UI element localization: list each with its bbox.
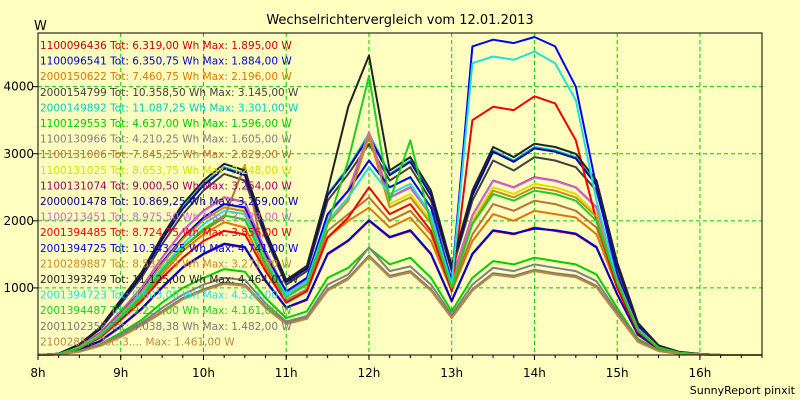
y-tick-label: 1000 [3, 281, 34, 295]
y-tick-label: 3000 [3, 147, 34, 161]
legend-entry-18: 2001394487 Tot: 9.221,00 Wh Max: 4.161,0… [40, 305, 292, 317]
legend-entry-19: 2001102358 Tot: 4.038,38 Wh Max: 1.482,0… [40, 321, 292, 333]
series-line-18 [37, 74, 762, 356]
x-tick-label: 8h [30, 366, 45, 380]
y-tick-label: 2000 [3, 214, 34, 228]
series-line-6 [37, 246, 762, 356]
y-tick-label: 4000 [3, 80, 34, 94]
legend-entry-12: 1100213451 Tot: 8.975,50 Wh Max: 3.323,0… [40, 212, 292, 224]
chart-title: Wechselrichtervergleich vom 12.01.2013 [266, 13, 533, 28]
x-tick-label: 14h [523, 366, 546, 380]
series-line-7 [37, 246, 762, 356]
legend-entry-3: 2000150622 Tot: 7.460,75 Wh Max: 2.196,0… [40, 71, 292, 83]
legend-entry-20: 2100285... Tot: 3.... Max: 1.461,00 W [40, 336, 235, 348]
legend-entry-15: 2100289887 Tot: 8.531,59 Wh Max: 3.271,0… [40, 258, 292, 270]
legend-entry-14: 2001394725 Tot: 10.343,25 Wh Max: 4.741,… [40, 243, 299, 255]
series-line-20 [37, 256, 762, 356]
series-lines [37, 36, 762, 356]
plot-frame [37, 32, 763, 356]
x-tick-label: 11h [275, 366, 298, 380]
series-line-16 [37, 54, 762, 356]
x-tick-label: 13h [440, 366, 463, 380]
legend-entry-17: 2001394723 Tot: 9.603,00 Wh Max: 4.524,0… [40, 290, 292, 302]
x-tick-label: 10h [192, 366, 215, 380]
x-tick-label: 16h [689, 366, 712, 380]
legend-entry-10: 1100131074 Tot: 9.000,50 Wh Max: 3.254,0… [40, 180, 292, 192]
x-tick-label: 12h [358, 366, 381, 380]
legend-entry-2: 1100096541 Tot: 6.350,75 Wh Max: 1.884,0… [40, 56, 292, 68]
axes: 8h 9h 10h 11h 12h 13h 14h 15h 16h 1000 2000 3000 400… [3, 32, 763, 380]
legend-entry-1: 1100096436 Tot: 6.319,00 Wh Max: 1.895,0… [40, 40, 292, 52]
legend-entry-8: 1100131006 Tot: 7.845,25 Wh Max: 2.829,0… [40, 149, 292, 161]
legend-entry-9: 1100131025 Tot: 8.653,75 Wh Max: 3.248,0… [40, 165, 292, 177]
legend-entry-16: 2001393249 Tot: 11.125,00 Wh Max: 4.464,… [40, 274, 299, 286]
y-axis-unit: W [34, 19, 47, 34]
series-line-2 [37, 219, 762, 356]
legend-entry-5: 2000149892 Tot: 11.087,25 Wh Max: 3.301,… [40, 102, 299, 114]
legend-entry-11: 2000001478 Tot: 10.869,25 Wh Max: 3.259,… [40, 196, 299, 208]
legend-entry-4: 2000154799 Tot: 10.358,50 Wh Max: 3.145,… [40, 87, 299, 99]
legend-entry-7: 1100130966 Tot: 4.210,25 Wh Max: 1.605,0… [40, 134, 292, 146]
legend-entry-6: 1100129553 Tot: 4.637,00 Wh Max: 1.596,0… [40, 118, 292, 130]
credit-text: SunnyReport pinxit [690, 384, 796, 397]
x-tick-label: 15h [606, 366, 629, 380]
x-tick-label: 9h [113, 366, 128, 380]
legend-entry-13: 2001394485 Tot: 8.724,75 Wh Max: 3.856,0… [40, 227, 292, 239]
legend: 1100096436 Tot: 6.319,00 Wh Max: 1.895,0… [40, 40, 299, 348]
grid [37, 33, 762, 355]
